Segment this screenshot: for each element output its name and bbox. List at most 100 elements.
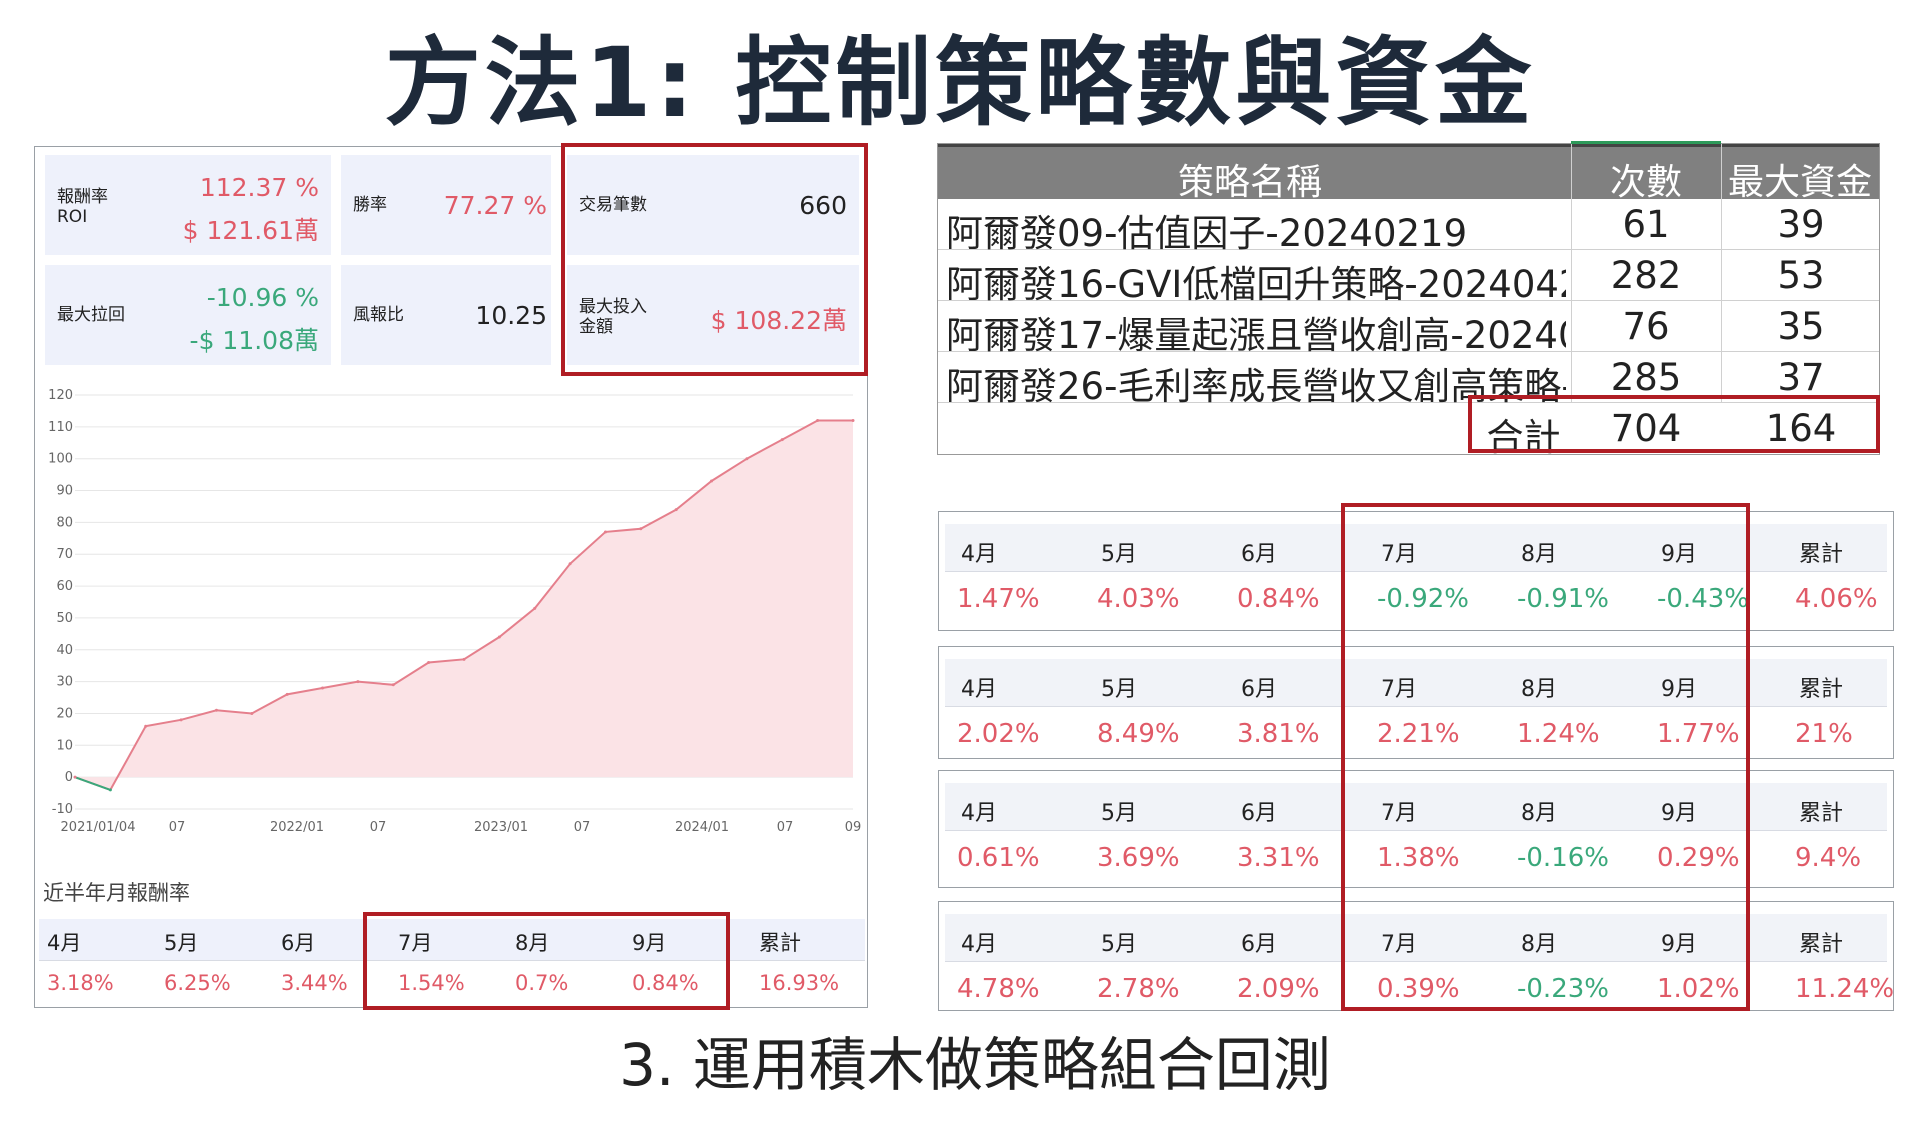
monthly-return-value: 2.78% <box>1097 974 1180 1004</box>
monthly-return-value: 2.09% <box>1237 974 1320 1004</box>
strategy-name: 阿爾發16-GVI低檔回升策略-20240422 <box>946 263 1566 306</box>
strategy-row: 阿爾發09-估值因子-20240219 61 39 <box>938 199 1879 255</box>
equity-point <box>285 692 289 696</box>
monthly-return-value: 2.02% <box>957 719 1040 749</box>
roi-amount: $ 121.61萬 <box>182 216 319 245</box>
equity-area <box>75 420 853 790</box>
monthly-returns-panel: 4月 1.47% 5月 4.03% 6月 0.84% 7月 -0.92% 8月 -0.91% 9月 -… <box>938 511 1894 631</box>
half-year-month-header: 9月 <box>632 931 667 955</box>
monthly-return-value: -0.92% <box>1377 584 1469 614</box>
monthly-month-header: 4月 <box>961 542 997 567</box>
monthly-return-value: -0.23% <box>1517 974 1609 1004</box>
strategy-name: 阿爾發26-毛利率成長營收又創高策略- <box>946 365 1566 408</box>
trades-value: 660 <box>799 191 847 220</box>
equity-point <box>816 418 820 422</box>
y-tick-label: 70 <box>56 547 73 562</box>
strategy-max-capital: 39 <box>1777 203 1825 246</box>
trades-card: 交易筆數 660 <box>567 155 859 255</box>
monthly-return-value: 3.31% <box>1237 843 1320 873</box>
risk-reward-card: 風報比 10.25 <box>341 265 551 365</box>
monthly-month-header: 9月 <box>1661 542 1697 567</box>
equity-negative-segment <box>74 776 111 791</box>
half-year-return-value: 3.18% <box>47 971 114 995</box>
y-tick-label: 0 <box>65 770 73 785</box>
monthly-return-value: 21% <box>1795 719 1853 749</box>
roi-card: 報酬率 ROI 112.37 % $ 121.61萬 <box>45 155 331 255</box>
monthly-return-value: 4.78% <box>957 974 1040 1004</box>
strategy-name: 阿爾發17-爆量起漲且營收創高-20240 <box>946 314 1566 357</box>
y-tick-label: 80 <box>56 515 73 530</box>
strategy-table-header: 策略名稱 次數 最大資金 <box>938 144 1879 203</box>
roi-pct: 112.37 % <box>199 173 319 202</box>
equity-point <box>321 686 325 690</box>
y-tick-label: 20 <box>56 706 73 721</box>
monthly-month-header: 7月 <box>1381 801 1417 826</box>
monthly-return-value: 4.06% <box>1795 584 1878 614</box>
equity-point <box>639 527 643 531</box>
roi-label: 報酬率 ROI <box>57 187 108 227</box>
monthly-month-header: 4月 <box>961 801 997 826</box>
total-max-capital: 164 <box>1765 407 1837 450</box>
monthly-return-value: 1.47% <box>957 584 1040 614</box>
monthly-return-value: 9.4% <box>1795 843 1862 873</box>
risk-reward-value: 10.25 <box>475 301 547 330</box>
half-year-return-value: 6.25% <box>164 971 231 995</box>
win-rate-card: 勝率 77.27 % <box>341 155 551 255</box>
trades-label: 交易筆數 <box>579 195 647 215</box>
x-tick-label: 2024/01 <box>675 820 729 835</box>
monthly-return-value: 0.39% <box>1377 974 1460 1004</box>
monthly-return-value: 1.02% <box>1657 974 1740 1004</box>
half-year-month-header: 8月 <box>515 931 550 955</box>
monthly-returns-panel: 4月 4.78% 5月 2.78% 6月 2.09% 7月 0.39% 8月 -0.23% 9月 1.… <box>938 901 1894 1011</box>
monthly-return-value: -0.43% <box>1657 584 1749 614</box>
monthly-month-header: 8月 <box>1521 801 1557 826</box>
equity-point <box>710 479 714 483</box>
equity-point <box>391 683 395 687</box>
y-tick-label: -10 <box>52 802 73 817</box>
half-year-return-value: 0.84% <box>632 971 699 995</box>
monthly-header-bar <box>945 524 1887 572</box>
x-tick-label: 07 <box>169 820 186 835</box>
monthly-month-header: 6月 <box>1241 932 1277 957</box>
backtest-report-panel: 報酬率 ROI 112.37 % $ 121.61萬 勝率 77.27 % 交易筆… <box>34 146 868 1008</box>
y-tick-label: 100 <box>48 452 73 467</box>
monthly-month-header: 7月 <box>1381 932 1417 957</box>
monthly-month-header: 7月 <box>1381 542 1417 567</box>
monthly-month-header: 8月 <box>1521 932 1557 957</box>
equity-point <box>780 438 784 442</box>
highlight-trades-maxinvestment <box>561 143 868 376</box>
header-count: 次數 <box>1610 162 1683 203</box>
equity-point <box>356 680 360 684</box>
half-year-title: 近半年月報酬率 <box>43 881 190 905</box>
monthly-return-value: 0.84% <box>1237 584 1320 614</box>
monthly-return-value: -0.16% <box>1517 843 1609 873</box>
half-year-return-value: 0.7% <box>515 971 569 995</box>
monthly-return-value: 1.24% <box>1517 719 1600 749</box>
equity-point <box>214 708 218 712</box>
monthly-return-value: 8.49% <box>1097 719 1180 749</box>
monthly-month-header: 6月 <box>1241 677 1277 702</box>
strategy-max-capital: 37 <box>1777 356 1825 399</box>
monthly-return-value: 1.77% <box>1657 719 1740 749</box>
highlight-total-row <box>1468 395 1880 453</box>
monthly-returns-panel: 4月 0.61% 5月 3.69% 6月 3.31% 7月 1.38% 8月 -0.16% 9月 0.… <box>938 770 1894 888</box>
monthly-month-header: 5月 <box>1101 801 1137 826</box>
monthly-return-value: 2.21% <box>1377 719 1460 749</box>
header-strategy-name: 策略名稱 <box>1178 162 1323 203</box>
monthly-month-header: 5月 <box>1101 542 1137 567</box>
monthly-month-header: 8月 <box>1521 542 1557 567</box>
x-tick-label: 09 <box>845 820 862 835</box>
header-max-capital: 最大資金 <box>1728 162 1873 203</box>
win-rate-label: 勝率 <box>353 195 387 215</box>
monthly-month-header: 6月 <box>1241 542 1277 567</box>
y-tick-label: 90 <box>56 484 73 499</box>
highlight-q3-columns <box>1341 503 1750 1011</box>
equity-point <box>745 457 749 461</box>
strategy-count: 285 <box>1610 356 1682 399</box>
monthly-month-header: 6月 <box>1241 801 1277 826</box>
y-tick-label: 120 <box>48 388 73 403</box>
monthly-header-bar <box>945 659 1887 707</box>
equity-point <box>462 657 466 661</box>
monthly-month-header: 7月 <box>1381 677 1417 702</box>
monthly-return-value: -0.91% <box>1517 584 1609 614</box>
